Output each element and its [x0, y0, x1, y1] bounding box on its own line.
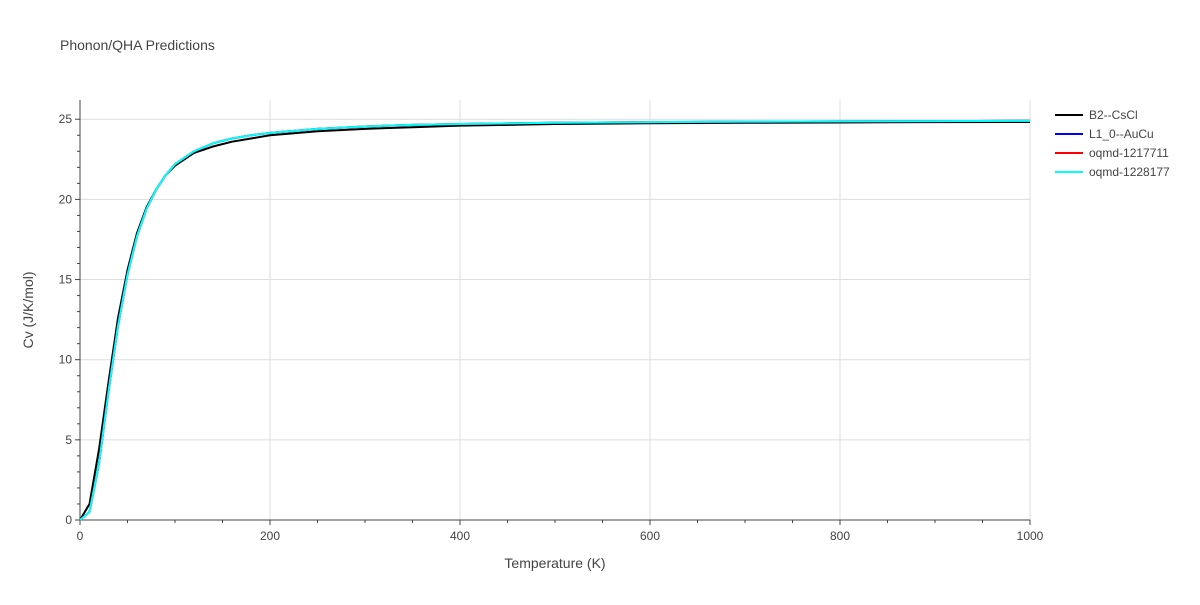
x-tick-label: 800 — [830, 529, 850, 543]
x-tick-label: 400 — [450, 529, 470, 543]
chart-title: Phonon/QHA Predictions — [60, 37, 215, 53]
legend-label: L1_0--AuCu — [1089, 127, 1154, 141]
legend-item-1[interactable]: L1_0--AuCu — [1055, 127, 1154, 141]
y-tick-label: 5 — [65, 433, 72, 447]
series-line-2 — [79, 119, 1031, 521]
y-tick-label: 25 — [59, 112, 73, 126]
series-line-0 — [79, 120, 1031, 521]
x-tick-label: 0 — [77, 529, 84, 543]
series-layer — [79, 119, 1031, 521]
y-tick-label: 15 — [59, 273, 73, 287]
series-line-3 — [79, 119, 1031, 521]
legend-label: oqmd-1228177 — [1089, 165, 1170, 179]
x-axis-title: Temperature (K) — [504, 555, 605, 571]
axis-layer: 0 200 400 600 800 1000 0 5 10 15 20 25 — [59, 100, 1044, 543]
legend-item-3[interactable]: oqmd-1228177 — [1055, 165, 1170, 179]
legend[interactable]: B2--CsCl L1_0--AuCu oqmd-1217711 oqmd-12281… — [1055, 108, 1170, 179]
legend-item-0[interactable]: B2--CsCl — [1055, 108, 1138, 122]
y-tick-label: 0 — [65, 513, 72, 527]
legend-item-2[interactable]: oqmd-1217711 — [1055, 146, 1169, 160]
y-tick-label: 10 — [59, 353, 73, 367]
series-line-1 — [79, 119, 1031, 521]
y-axis-title: Cv (J/K/mol) — [20, 272, 36, 349]
y-tick-label: 20 — [59, 192, 73, 206]
grid-layer — [80, 100, 1031, 520]
legend-label: oqmd-1217711 — [1089, 146, 1169, 160]
x-tick-label: 600 — [640, 529, 660, 543]
x-tick-label: 200 — [260, 529, 280, 543]
legend-label: B2--CsCl — [1089, 108, 1138, 122]
x-tick-label: 1000 — [1017, 529, 1044, 543]
